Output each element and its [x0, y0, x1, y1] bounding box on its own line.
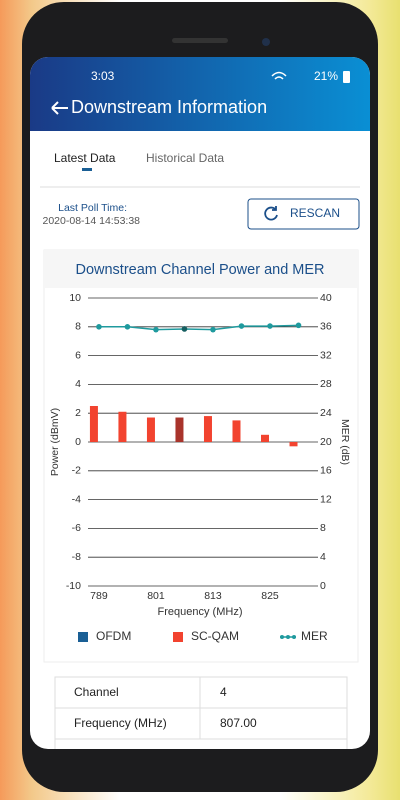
point: [267, 323, 273, 329]
poll-time: 2020-08-14 14:53:38: [43, 215, 141, 227]
y2-tick-label: 12: [320, 493, 332, 505]
x-tick-label: 813: [204, 590, 222, 602]
point: [181, 326, 188, 332]
legend-label: MER: [301, 629, 328, 643]
y-tick-label: -4: [72, 493, 81, 505]
chart-title-bar: [44, 250, 358, 288]
x-tick-label: 801: [147, 590, 165, 602]
header-title: Downstream Information: [71, 97, 267, 117]
tab[interactable]: Historical Data: [146, 151, 224, 165]
y-axis-label: Power (dBmV): [49, 408, 61, 476]
y2-tick-label: 28: [320, 378, 332, 390]
y2-tick-label: 4: [320, 551, 326, 563]
y2-tick-label: 32: [320, 349, 332, 361]
status-time: 3:03: [91, 69, 115, 83]
info-table: Channel 4 Frequency (MHz) 807.00: [54, 676, 348, 749]
battery-icon: [343, 71, 350, 83]
legend-swatch: [280, 635, 284, 639]
table-row: [54, 707, 348, 740]
point: [210, 326, 216, 333]
poll-label: Last Poll Time:: [58, 202, 127, 214]
chart-title: Downstream Channel Power and MER: [75, 262, 324, 278]
y2-tick-label: 40: [320, 292, 332, 304]
y-tick-label: 4: [75, 378, 81, 390]
legend-swatch: [292, 635, 296, 639]
table-row: [54, 676, 348, 709]
point: [238, 323, 245, 329]
wifi-icon: [271, 71, 287, 80]
point: [96, 324, 102, 330]
chart-card: [43, 249, 359, 663]
y2-axis-label: MER (dB): [339, 419, 351, 465]
status-battery: 21%: [314, 69, 338, 83]
y2-tick-label: 0: [320, 580, 326, 592]
x-axis-label: Frequency (MHz): [158, 606, 243, 618]
y-tick-label: -10: [66, 580, 81, 592]
bar: [146, 417, 155, 442]
back-button[interactable]: [51, 101, 68, 115]
y2-tick-label: 16: [320, 465, 332, 477]
camera: [262, 38, 270, 46]
bar: [289, 442, 298, 447]
legend-swatch: [286, 635, 290, 639]
y-tick-label: -8: [72, 551, 81, 563]
tab[interactable]: Latest Data: [54, 151, 116, 165]
bar: [232, 420, 241, 442]
table-cell: Channel: [74, 685, 119, 699]
legend-swatch: [78, 632, 88, 642]
y-tick-label: -2: [72, 465, 81, 477]
bar: [261, 434, 270, 442]
y-tick-label: -6: [72, 522, 81, 534]
y-tick-label: 0: [75, 436, 81, 448]
x-tick-label: 789: [90, 590, 108, 602]
y-tick-label: 6: [75, 349, 81, 361]
table-cell: 4: [220, 685, 227, 699]
point: [153, 326, 159, 333]
y2-tick-label: 36: [320, 321, 332, 333]
legend-label: SC-QAM: [191, 629, 239, 643]
y2-tick-label: 20: [320, 436, 332, 448]
bar: [203, 416, 212, 442]
x-tick-label: 825: [261, 590, 279, 602]
table-cell: Frequency (MHz): [74, 716, 167, 730]
tab-indicator: [82, 168, 92, 171]
app-header: [30, 57, 370, 131]
y2-tick-label: 24: [320, 407, 332, 419]
y-tick-label: 10: [69, 292, 81, 304]
line: [98, 324, 299, 331]
y-tick-label: 2: [75, 407, 81, 419]
table-cell: 807.00: [220, 716, 257, 730]
bar: [89, 406, 98, 442]
bar: [175, 417, 184, 442]
legend-label: OFDM: [96, 629, 131, 643]
refresh-icon: [264, 206, 278, 221]
y-tick-label: 8: [75, 321, 81, 333]
speaker: [172, 38, 228, 43]
rescan-label: RESCAN: [290, 206, 340, 220]
point: [124, 324, 131, 330]
point: [295, 322, 302, 329]
legend-swatch: [173, 632, 183, 642]
y2-tick-label: 8: [320, 522, 326, 534]
table-row: [54, 738, 348, 749]
bar: [118, 411, 127, 442]
